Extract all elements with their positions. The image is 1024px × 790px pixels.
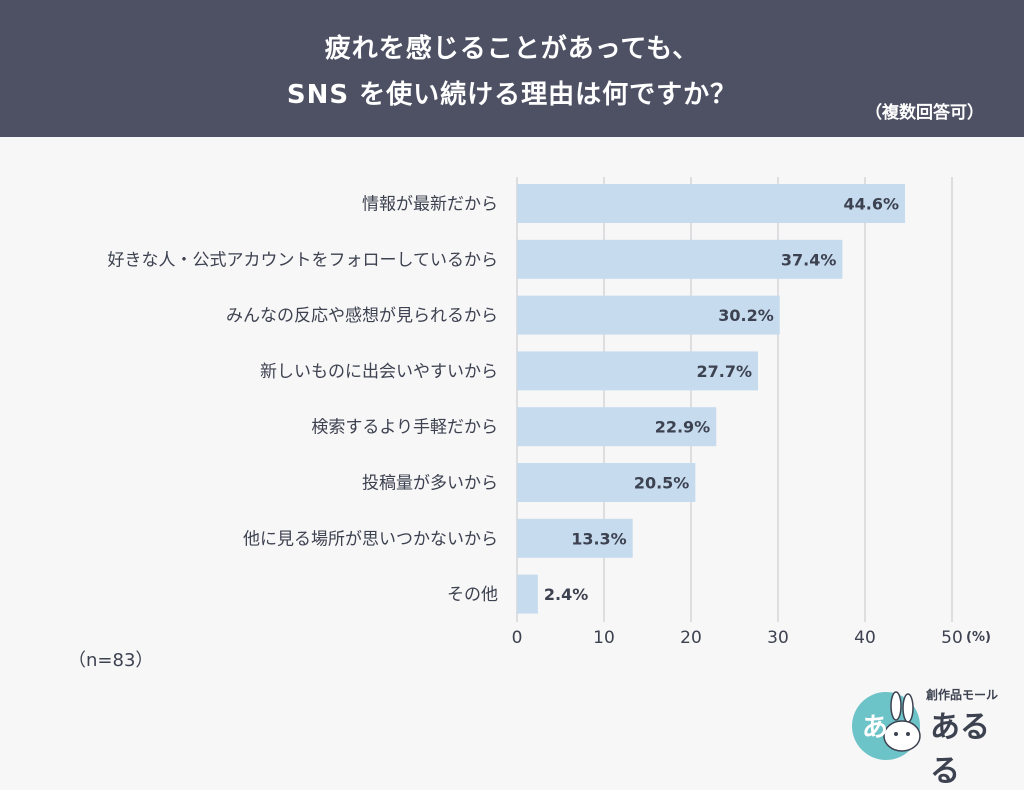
value-label-4: 22.9% (655, 418, 711, 437)
category-label-6: 他に見る場所が思いつかないから (243, 529, 498, 549)
value-label-0: 44.6% (844, 195, 900, 214)
category-label-0: 情報が最新だから (362, 195, 498, 215)
value-label-7: 2.4% (544, 585, 588, 604)
x-tick-label-20: 20 (680, 628, 702, 648)
bar-3 (517, 351, 758, 391)
bar-2 (517, 295, 780, 335)
bar-6 (517, 518, 633, 558)
bar-7 (517, 574, 538, 614)
logo-main-text: あるる (930, 710, 990, 789)
bar-chart: 情報が最新だから 44.6% 好きな人・公式アカウントをフォローしているから 37.4… (108, 177, 991, 648)
sample-size-note: （n=83） (68, 650, 154, 671)
bar-5 (517, 463, 696, 502)
brand-logo: あ 創作品モール あるる (848, 684, 1018, 789)
x-tick-label-50: 50 (941, 628, 963, 648)
category-label-7: その他 (447, 585, 498, 605)
x-tick-label-0: 0 (512, 628, 523, 648)
rabbit-logo-icon: あ (852, 691, 921, 760)
value-label-5: 20.5% (634, 474, 690, 493)
category-label-2: みんなの反応や感想が見られるから (226, 306, 498, 326)
value-label-1: 37.4% (781, 250, 837, 269)
bar-1 (517, 239, 843, 279)
multiple-answer-note: （複数回答可） (865, 103, 984, 123)
value-label-6: 13.3% (571, 529, 627, 548)
chart-title-line-2: SNS を使い続ける理由は何ですか？ (286, 80, 738, 110)
category-label-4: 検索するより手軽だから (311, 418, 498, 438)
x-tick-label-40: 40 (854, 628, 876, 648)
chart-title-line-1: 疲れを感じることがあっても、 (324, 34, 700, 64)
value-label-2: 30.2% (718, 306, 774, 325)
category-label-1: 好きな人・公式アカウントをフォローしているから (108, 250, 499, 270)
value-label-3: 27.7% (696, 362, 752, 381)
chart-header: 疲れを感じることがあっても、 SNS を使い続ける理由は何ですか？ （複数回答可… (0, 0, 1024, 137)
x-tick-label-10: 10 (593, 628, 615, 648)
logo-badge-text: あ (862, 713, 888, 743)
category-label-5: 投稿量が多いから (362, 474, 498, 494)
x-unit-label: (%) (966, 630, 991, 645)
logo-small-text: 創作品モール (926, 688, 999, 702)
bar-0 (517, 184, 906, 223)
x-tick-label-30: 30 (767, 628, 789, 648)
category-label-3: 新しいものに出会いやすいから (260, 362, 498, 382)
bar-4 (517, 407, 717, 447)
